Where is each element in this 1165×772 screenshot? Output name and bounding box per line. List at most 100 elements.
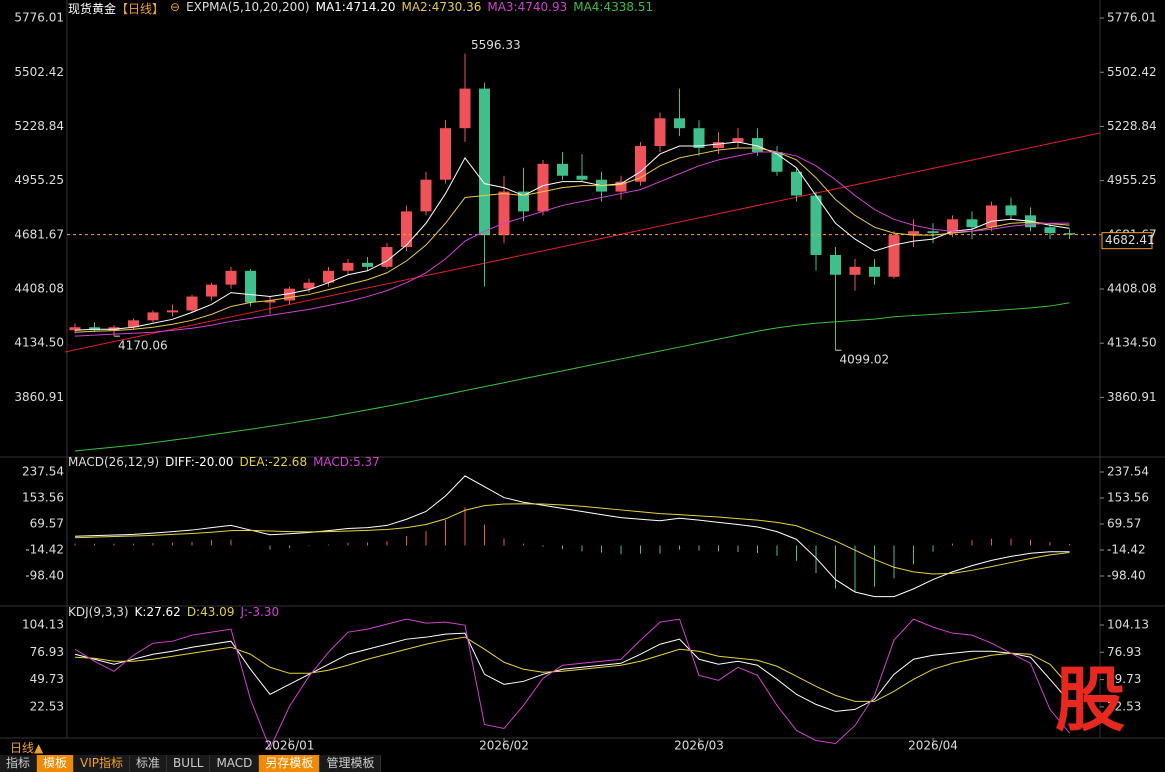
candle-body [966, 219, 978, 228]
low-label: 4099.02 [840, 353, 890, 367]
candle-body [732, 138, 744, 143]
candle-body [381, 247, 393, 267]
title: MACD(26,12,9) [68, 455, 160, 469]
period: 【日线】 [116, 2, 165, 16]
y-tick-label: 5228.84 [14, 119, 64, 133]
y-tick-label: 49.73 [1107, 672, 1141, 686]
candle-body [186, 296, 198, 311]
legend-entry: K:27.62 [134, 605, 181, 619]
indicator-line [74, 503, 1070, 575]
legend-entry: MA3:4740.93 [487, 0, 568, 14]
y-tick-label: 5776.01 [1107, 11, 1157, 25]
toolbar: 指标 模板 VIP指标 标准 BULL MACD 另存模板 管理模板 [0, 755, 382, 772]
trend-line [64, 132, 1101, 353]
y-tick-label: 104.13 [1107, 618, 1149, 632]
candle-body [225, 270, 237, 285]
toolbar-tab[interactable]: 管理模板 [320, 755, 382, 772]
logo: 股 [1055, 659, 1125, 741]
indicator[interactable]: EXPMA(5,10,20,200) [186, 0, 310, 14]
x-tick-label: 2026/02 [479, 739, 529, 753]
last-price-box [1101, 232, 1153, 250]
y-tick-label: 4681.67 [14, 227, 64, 241]
toolbar-tab[interactable]: 标准 [130, 755, 168, 772]
candle-body [498, 191, 510, 236]
candle-body [635, 146, 646, 182]
y-tick-label: 5228.84 [1107, 119, 1157, 133]
indicator-line [74, 302, 1070, 452]
macd-legend: MACD(26,12,9) DIFF:-20.00 DEA:-22.68 MACD:… [68, 455, 380, 469]
indicator-line [74, 618, 1070, 750]
candle-body [342, 262, 354, 271]
legend-entry: MA2:4730.36 [401, 0, 482, 14]
y-tick-label: -14.42 [1107, 543, 1146, 557]
candle-body [908, 231, 919, 236]
y-tick-label: 153.56 [22, 490, 64, 504]
legend-entry: D:43.09 [186, 605, 235, 619]
period-selector[interactable]: 日线▲ [10, 741, 44, 755]
candle-body [420, 179, 432, 212]
candle-body [810, 195, 822, 255]
toolbar-tab[interactable]: 另存模板 [259, 755, 321, 772]
candle-body [323, 270, 334, 283]
candle-body [167, 310, 178, 313]
candle-body [1064, 233, 1075, 235]
legend-entry: MA4:4338.51 [573, 0, 654, 14]
candle-body [128, 320, 139, 328]
main-legend: 现货黄金 【日线】 ⊖ EXPMA(5,10,20,200) MA1:4714.… [68, 0, 653, 17]
last-price-label: 4682.41 [1105, 233, 1155, 247]
candle-body [537, 163, 549, 212]
indicator-line [74, 151, 1070, 337]
candle-body [576, 175, 588, 180]
toolbar-tab[interactable]: 指标 [0, 755, 38, 772]
candle-body [284, 288, 295, 301]
candle-body [713, 142, 724, 149]
toolbar-tab[interactable]: 模板 [37, 755, 75, 772]
candle-body [1044, 227, 1056, 234]
y-tick-label: -14.42 [25, 543, 64, 557]
candle-body [791, 171, 802, 196]
indicator-line [74, 632, 1070, 712]
candle-body [1005, 205, 1017, 216]
candle-body [264, 300, 276, 303]
high-label: 5596.33 [471, 38, 521, 52]
y-tick-label: 3860.91 [1107, 390, 1157, 404]
kdj-legend: KDJ(9,3,3) K:27.62 D:43.09 J:-3.30 [68, 605, 279, 619]
y-tick-label: 4955.25 [1107, 173, 1157, 187]
candle-body [206, 284, 217, 297]
candle-body [986, 205, 997, 228]
candle-body [147, 312, 159, 321]
toggle-icon[interactable]: ⊖ [170, 0, 181, 14]
legend-entry: DEA:-22.68 [239, 455, 308, 469]
candle-body [752, 138, 763, 152]
y-tick-label: 76.93 [30, 645, 64, 659]
toolbar-tab[interactable]: VIP指标 [74, 755, 131, 772]
legend-entry: DIFF:-20.00 [165, 455, 234, 469]
candle-body [674, 118, 685, 129]
indicator-line [74, 475, 1070, 598]
y-tick-label: 22.53 [30, 699, 64, 713]
candle-body [303, 282, 315, 289]
candle-body [947, 219, 958, 234]
y-tick-label: 4408.08 [14, 282, 64, 296]
y-tick-label: 4408.08 [1107, 282, 1157, 296]
y-tick-label: 237.54 [1107, 464, 1149, 478]
indicator-line [74, 147, 1070, 333]
candle-body [927, 231, 939, 234]
toolbar-tab[interactable]: MACD [210, 755, 260, 772]
y-tick-label: 3860.91 [14, 390, 64, 404]
toolbar-tab[interactable]: BULL [167, 755, 211, 772]
y-tick-label: 5502.42 [14, 65, 64, 79]
candle-body [518, 191, 529, 212]
candle-body [440, 128, 451, 180]
legend-entry: MACD:5.37 [313, 455, 380, 469]
title: KDJ(9,3,3) [68, 605, 129, 619]
candle-body [869, 266, 880, 277]
candle-body [557, 163, 568, 176]
x-tick-label: 2026/03 [674, 739, 724, 753]
y-tick-label: 4134.50 [1107, 336, 1157, 350]
candle-body [654, 118, 666, 147]
y-tick-label: 69.57 [1107, 517, 1141, 531]
y-tick-label: 49.73 [30, 672, 64, 686]
candle-body [771, 151, 783, 172]
candle-body [693, 128, 705, 149]
